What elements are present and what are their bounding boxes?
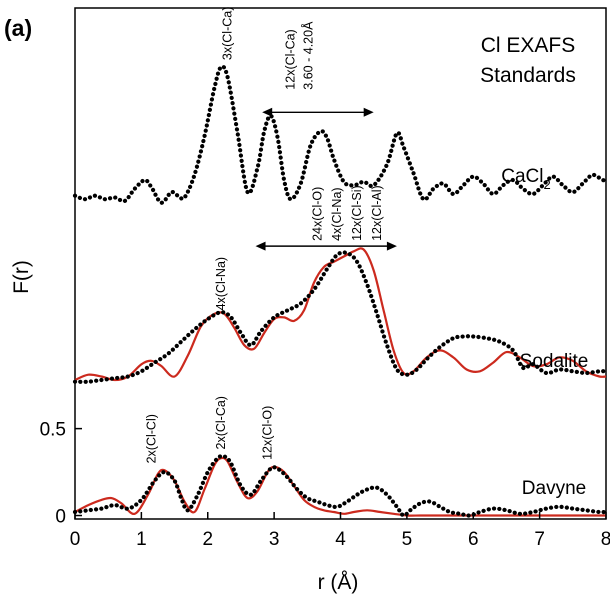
- x-tick-label: 4: [335, 529, 346, 550]
- annotation-12x-cl-ca: 12x(Cl-Ca) 3.60 - 4.20Å: [284, 21, 316, 90]
- chart-title-line-2: Standards: [480, 64, 576, 87]
- annotation-text: 12x(Cl-O): [261, 406, 275, 460]
- x-tick-label: 1: [136, 529, 147, 550]
- annotation-4x-cl-na: 4x(Cl-Na): [214, 257, 228, 310]
- y-axis-label: F(r): [10, 260, 33, 294]
- chart-title-line-1: Cl EXAFS: [481, 34, 576, 57]
- arrow-head-left: [255, 241, 266, 251]
- arrow-head-right: [386, 241, 397, 251]
- annotation-text: 4x(Cl-Na): [330, 187, 344, 240]
- annotation-layer: 3x(Cl-Ca) 12x(Cl-Ca) 3.60 - 4.20Å 24x(Cl-O)…: [144, 7, 397, 463]
- annotation-12x-cl-al: 12x(Cl-Al): [370, 185, 384, 241]
- arrow-head-left: [262, 107, 273, 117]
- annotation-2x-cl-cl: 2x(Cl-Cl): [144, 414, 158, 463]
- series-layer: [72, 64, 609, 518]
- annotation-12x-cl-o: 12x(Cl-O): [261, 406, 275, 460]
- x-tick-label: 5: [402, 529, 413, 550]
- sample-label-cacl2-sub: 2: [544, 177, 551, 192]
- range-arrow: [262, 107, 374, 117]
- annotation-3x-cl-ca: 3x(Cl-Ca): [221, 7, 235, 60]
- sample-label-cacl2: CaCl2: [501, 166, 550, 192]
- annotation-text: 12x(Cl-Al): [370, 185, 384, 241]
- x-tick-label: 6: [468, 529, 479, 550]
- annotation-text: 24x(Cl-O): [310, 187, 324, 241]
- x-tick-label: 0: [70, 529, 81, 550]
- x-tick-label: 2: [202, 529, 213, 550]
- sample-label-cacl2-main: CaCl: [501, 166, 543, 187]
- x-tick-label: 3: [269, 529, 280, 550]
- panel-label: (a): [4, 15, 32, 41]
- y-tick-label: 0.5: [40, 420, 66, 441]
- arrow-head-right: [363, 107, 374, 117]
- x-tick-label: 8: [601, 529, 610, 550]
- annotation-text: 4x(Cl-Na): [214, 257, 228, 310]
- x-tick-label: 7: [534, 529, 545, 550]
- annotation-text: 12x(Cl-Si): [350, 185, 364, 241]
- annotation-text-line-2: 3.60 - 4.20Å: [301, 21, 316, 90]
- x-axis-label: r (Å): [318, 571, 359, 594]
- annotation-text: 2x(Cl-Ca): [214, 396, 228, 449]
- axis-layer: 0 1 2 3 4 5 6 7 8 0 0.5: [40, 420, 610, 550]
- annotation-4x-cl-na: 4x(Cl-Na): [330, 187, 344, 240]
- y-tick-label: 0: [55, 507, 66, 528]
- data-line-davyne: [72, 453, 609, 518]
- sample-label-davyne: Davyne: [522, 478, 586, 499]
- data-line-sodalite: [72, 250, 609, 384]
- annotation-text: 3x(Cl-Ca): [221, 7, 235, 60]
- data-line-cacl2: [72, 64, 609, 205]
- annotation-text: 12x(Cl-Ca): [284, 29, 298, 89]
- annotation-text: 2x(Cl-Cl): [144, 414, 158, 463]
- annotation-24x-cl-o: 24x(Cl-O): [310, 187, 324, 241]
- sample-label-sodalite: Sodalite: [520, 351, 589, 372]
- annotation-12x-cl-si: 12x(Cl-Si): [350, 185, 364, 241]
- annotation-2x-cl-ca: 2x(Cl-Ca): [214, 396, 228, 449]
- range-arrow: [255, 241, 397, 251]
